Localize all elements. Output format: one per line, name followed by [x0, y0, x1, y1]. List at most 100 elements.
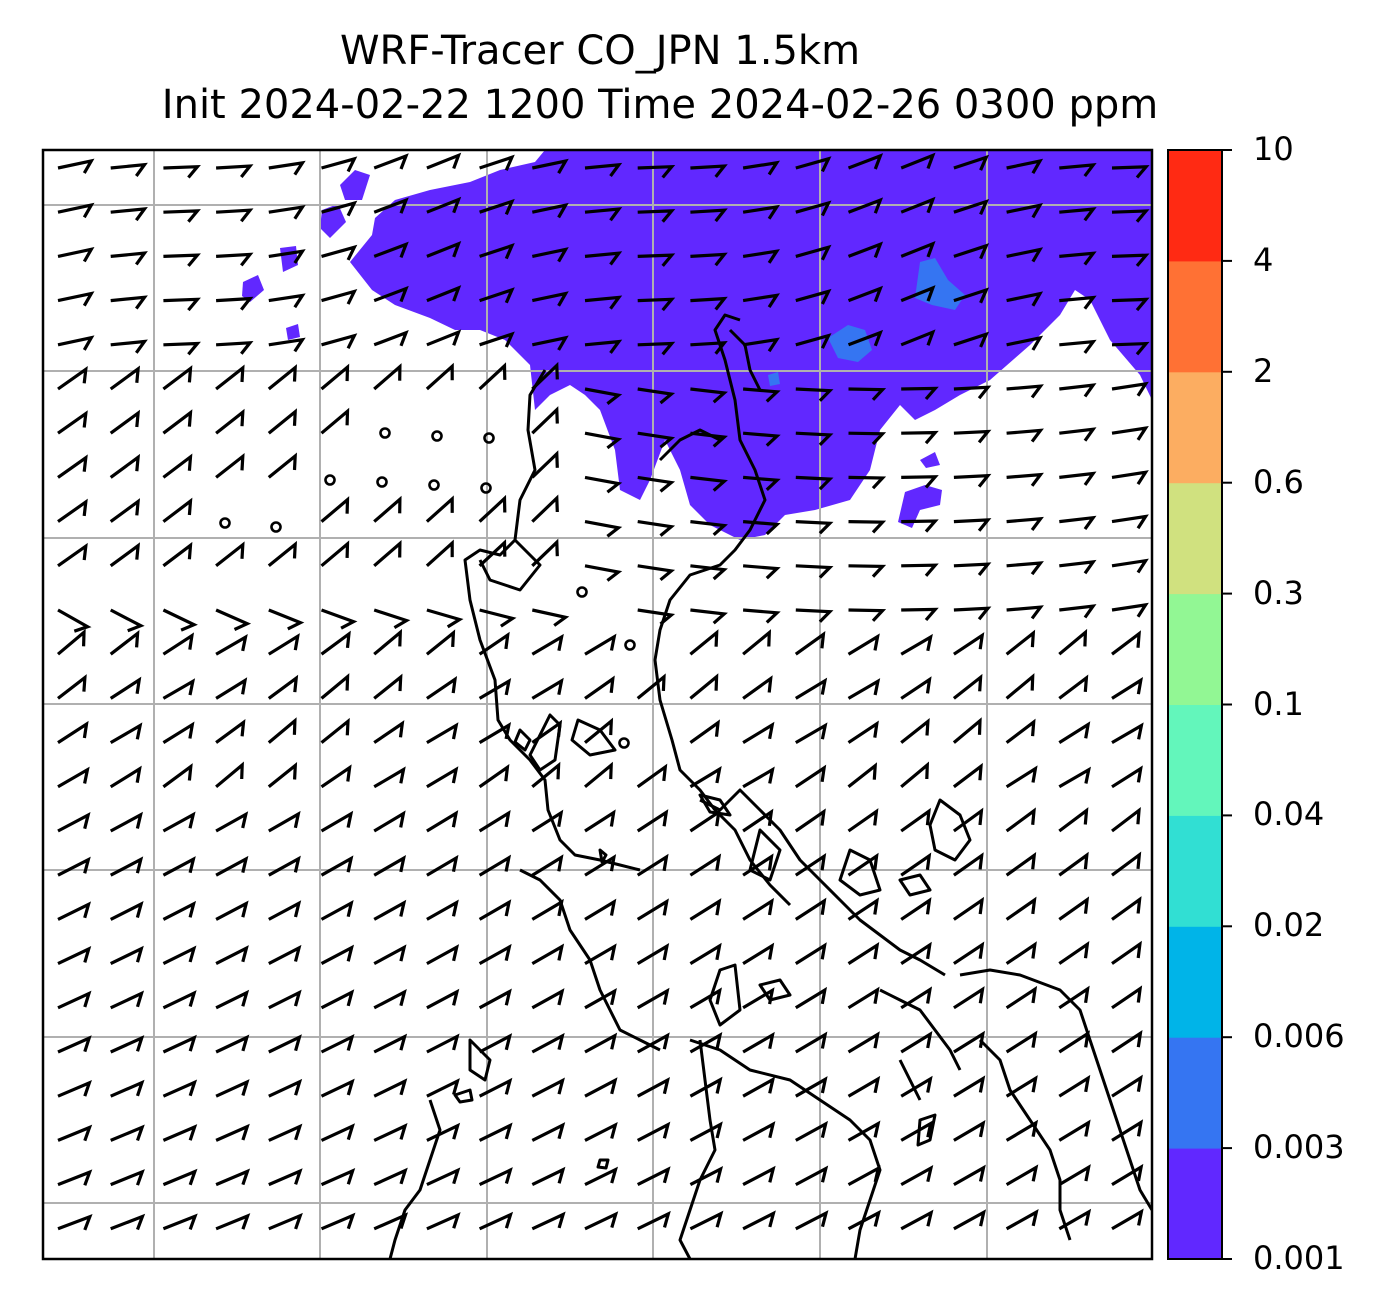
wind-barb [1006, 384, 1044, 399]
wind-barb [267, 364, 297, 391]
wind-barb [1111, 1163, 1144, 1186]
wind-barb [1111, 297, 1150, 312]
wind-barb [373, 766, 406, 789]
coastline-lakes [698, 793, 937, 1147]
wind-barbs [56, 152, 1150, 1231]
wind-barb [847, 942, 880, 965]
wind-barb [584, 162, 623, 178]
wind-barb [531, 761, 561, 789]
wind-barb [953, 562, 992, 577]
wind-barb [57, 1169, 93, 1187]
wind-barb [1005, 1164, 1039, 1186]
wind-barb [531, 361, 559, 391]
wind-barb [531, 494, 559, 523]
wind-barb [953, 1209, 987, 1231]
wind-barb [1006, 472, 1044, 487]
wind-barb [57, 454, 88, 479]
wind-barb [426, 329, 462, 347]
wind-barb [847, 153, 884, 170]
colorbar-swatch [1168, 815, 1222, 927]
wind-barb [584, 943, 617, 965]
wind-barb [268, 900, 302, 921]
coastline-bay [478, 538, 542, 592]
wind-barb [215, 989, 250, 1010]
colorbar-swatch [1168, 593, 1222, 705]
wind-barb [57, 158, 95, 174]
wind-barb [1058, 628, 1088, 656]
wind-barb [1058, 1208, 1092, 1231]
wind-barb [584, 339, 623, 354]
wind-barb [584, 854, 617, 877]
wind-barb [900, 285, 936, 303]
wind-barb [742, 853, 774, 877]
wind-barb [1111, 165, 1150, 179]
wind-barb [1059, 471, 1097, 486]
wind-barb [953, 429, 992, 444]
wind-barb [57, 720, 89, 744]
wind-barb [1058, 896, 1090, 921]
wind-barb [373, 944, 407, 966]
wind-barb [636, 1032, 670, 1054]
wind-barb [1059, 559, 1097, 575]
wind-barb [425, 629, 456, 656]
wind-barb [952, 762, 983, 789]
wind-barb [1006, 158, 1044, 175]
wind-barb [584, 633, 617, 656]
wind-barb [953, 154, 990, 171]
wind-barb [637, 297, 676, 312]
wind-barb [953, 518, 992, 532]
wind-barb [109, 901, 144, 921]
wind-barb [742, 249, 780, 264]
wind-barb [742, 808, 774, 833]
wind-barb [268, 249, 306, 264]
wind-barb [900, 852, 932, 877]
wind-barb [953, 1030, 985, 1054]
wind-barb [742, 897, 774, 921]
wind-barb [584, 1121, 618, 1142]
wind-barb [690, 520, 728, 536]
wind-barb [1111, 940, 1142, 965]
wind-barb [109, 608, 145, 633]
wind-barb [1111, 677, 1143, 700]
wind-barb [531, 335, 569, 351]
wind-barb [426, 1033, 460, 1054]
wind-barb [900, 1120, 934, 1142]
wind-barb [742, 1031, 775, 1054]
wind-barb [162, 811, 196, 833]
wind-barb [848, 475, 887, 490]
wind-barb [531, 677, 564, 700]
wind-barb [795, 431, 834, 447]
wind-barb [953, 1120, 986, 1142]
wind-barb [426, 1212, 461, 1231]
wind-barb [847, 1165, 881, 1187]
wind-barb [795, 1076, 828, 1098]
wind-barb [794, 764, 827, 789]
wind-barb [1111, 341, 1150, 356]
wind-barb [426, 988, 460, 1010]
wind-barb [320, 1167, 356, 1187]
wind-barb [1111, 209, 1150, 223]
wind-barb [162, 1213, 198, 1231]
calm-wind-marker [379, 427, 391, 439]
wind-barb [162, 365, 193, 391]
wind-barb [531, 633, 564, 656]
wind-barb [478, 362, 507, 391]
wind-barb [268, 944, 302, 966]
wind-barb [162, 721, 195, 744]
wind-barb [1058, 807, 1089, 833]
wind-barb [321, 156, 358, 173]
wind-barb [636, 987, 670, 1010]
wind-barb [1005, 1119, 1039, 1142]
wind-barb [320, 810, 354, 833]
wind-barb [636, 1077, 670, 1098]
wind-barb [478, 1077, 513, 1098]
wind-barb [900, 152, 936, 170]
wind-barb [268, 608, 305, 631]
wind-barb [689, 1032, 723, 1054]
wind-barb [953, 287, 990, 304]
wind-barb [584, 520, 623, 538]
wind-barb [268, 1168, 303, 1187]
wind-barb [584, 1166, 619, 1187]
wind-barb [742, 942, 775, 965]
